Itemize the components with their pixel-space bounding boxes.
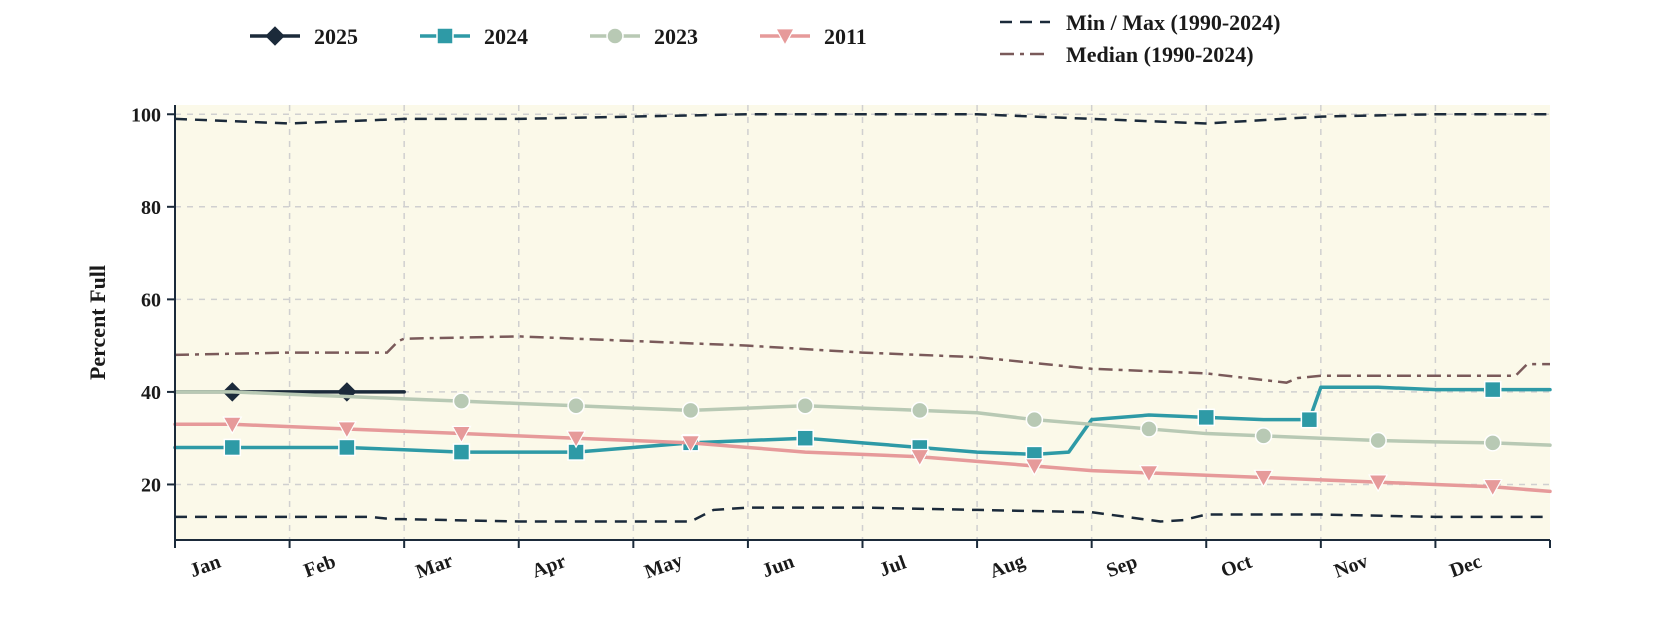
- marker-square: [1301, 412, 1317, 428]
- marker-circle: [1256, 428, 1272, 444]
- x-tick-label-group: Mar: [413, 550, 456, 584]
- x-tick-label-group: Sep: [1104, 551, 1141, 582]
- x-tick-label: Aug: [987, 550, 1028, 583]
- x-tick-label: Sep: [1104, 551, 1141, 582]
- x-tick-label: Jul: [876, 551, 909, 581]
- legend-label-median: Median (1990-2024): [1066, 42, 1254, 67]
- marker-circle: [797, 398, 813, 414]
- x-tick-label: Apr: [529, 550, 569, 582]
- marker-square: [339, 439, 355, 455]
- x-tick-label-group: Jun: [759, 551, 797, 583]
- x-tick-label-group: Oct: [1218, 551, 1255, 582]
- x-tick-label: Nov: [1331, 550, 1371, 582]
- reservoir-chart: 20 40 60 80 100 Percent Full Jan Feb Mar Apr May Ju…: [0, 0, 1680, 630]
- legend-label-minmax: Min / Max (1990-2024): [1066, 10, 1280, 35]
- marker-circle: [607, 28, 623, 44]
- x-tick-label-group: Nov: [1331, 550, 1371, 582]
- x-tick-label-group: Dec: [1447, 550, 1485, 582]
- x-tick-label-group: Jan: [187, 551, 224, 582]
- marker-square: [224, 439, 240, 455]
- x-tick-label-group: May: [642, 549, 686, 583]
- y-tick-label: 80: [141, 197, 161, 219]
- x-tick-label: Mar: [413, 550, 456, 584]
- x-tick-label-group: Jul: [876, 551, 909, 581]
- legend-label-2025: 2025: [314, 24, 358, 49]
- x-tick-label: Jun: [759, 551, 797, 583]
- marker-circle: [912, 402, 928, 418]
- x-tick-label: May: [642, 549, 686, 583]
- x-tick-label-group: Apr: [529, 550, 569, 582]
- y-tick-label: 20: [141, 474, 161, 496]
- marker-circle: [683, 402, 699, 418]
- marker-circle: [1141, 421, 1157, 437]
- marker-square: [1198, 409, 1214, 425]
- marker-circle: [1370, 433, 1386, 449]
- marker-circle: [568, 398, 584, 414]
- marker-circle: [453, 393, 469, 409]
- marker-circle: [1026, 412, 1042, 428]
- y-tick-label: 60: [141, 289, 161, 311]
- marker-square: [1485, 382, 1501, 398]
- y-tick-label: 40: [141, 382, 161, 404]
- marker-diamond: [266, 27, 284, 45]
- marker-square: [797, 430, 813, 446]
- y-tick-label: 100: [131, 104, 161, 126]
- x-tick-label-group: Feb: [301, 551, 339, 583]
- legend-label-2011: 2011: [824, 24, 867, 49]
- x-tick-label: Oct: [1218, 551, 1255, 582]
- x-tick-label: Feb: [301, 551, 339, 583]
- legend-label-2024: 2024: [484, 24, 528, 49]
- x-tick-label: Jan: [187, 551, 224, 582]
- marker-circle: [1485, 435, 1501, 451]
- marker-square: [437, 28, 453, 44]
- y-axis-label: Percent Full: [85, 265, 110, 380]
- x-tick-label: Dec: [1447, 550, 1485, 582]
- x-tick-label-group: Aug: [987, 550, 1028, 583]
- legend-label-2023: 2023: [654, 24, 698, 49]
- marker-square: [453, 444, 469, 460]
